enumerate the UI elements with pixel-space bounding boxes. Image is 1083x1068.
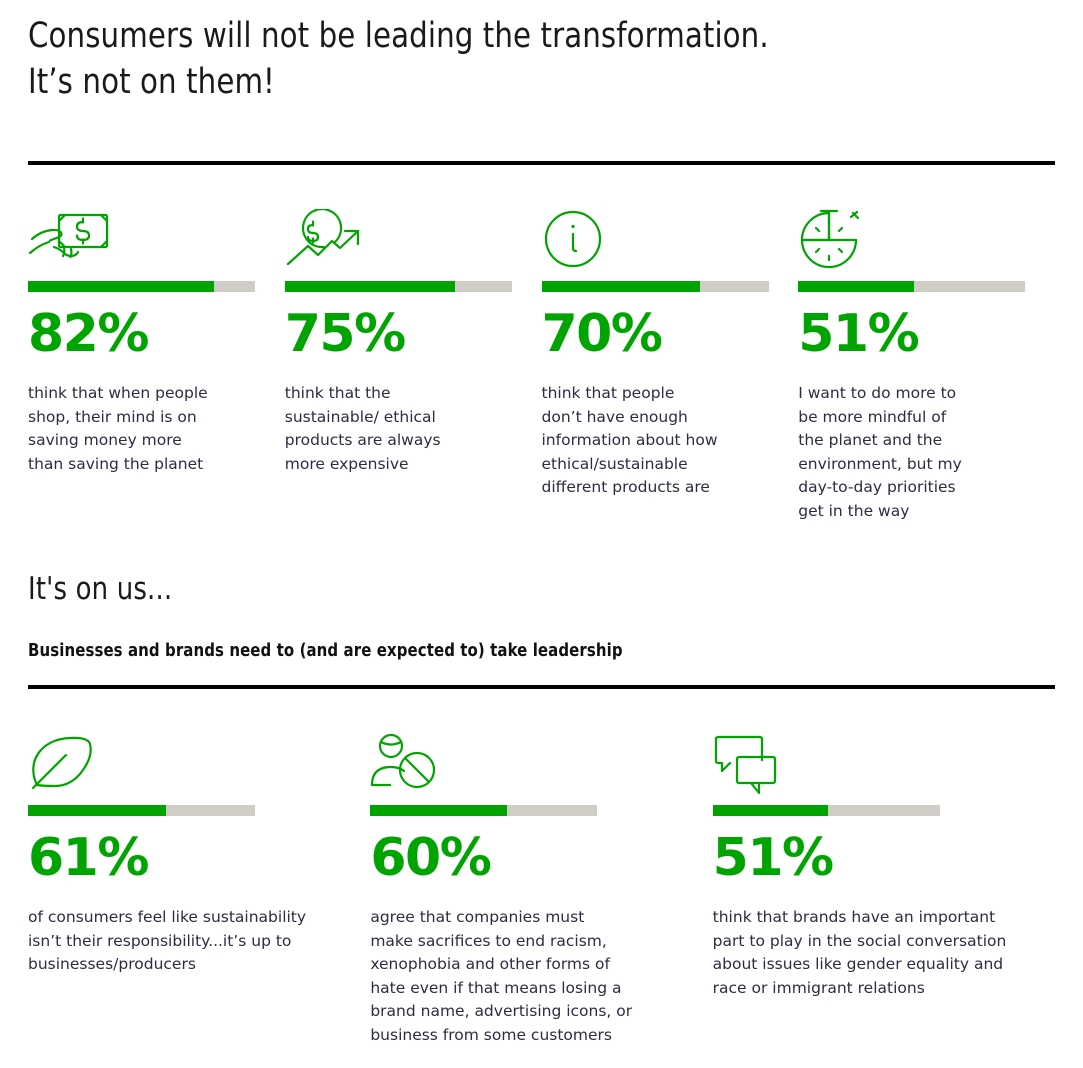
stat-card: 82% think that when people shop, their m… [28, 199, 285, 476]
divider-top [28, 161, 1055, 165]
progress-bar-fill [370, 805, 507, 817]
stat-value: 51% [712, 828, 834, 889]
stat-card: 75% think that the sustainable/ ethical … [284, 199, 542, 476]
progress-bar-track [28, 281, 255, 292]
dollar-rising-arrow-icon [285, 199, 520, 271]
info-circle-icon [542, 199, 777, 271]
stat-value: 82% [28, 304, 149, 364]
stat-card: 51% I want to do more to be more mindful… [798, 199, 1055, 523]
stat-caption: think that the sustainable/ ethical prod… [284, 384, 441, 473]
stat-value: 51% [798, 304, 919, 364]
stat-card: 60% agree that companies must make sacri… [370, 723, 712, 1047]
stopwatch-icon [798, 199, 1033, 271]
stat-caption: of consumers feel like sustainability is… [28, 908, 307, 974]
progress-bar-fill [28, 805, 167, 817]
progress-bar-track [284, 281, 512, 292]
section-title: It's on us... [28, 571, 173, 608]
stat-card: 61% of consumers feel like sustainabilit… [28, 723, 370, 977]
hand-holding-money-icon [28, 199, 263, 271]
progress-bar-track [712, 805, 940, 817]
leaf-icon [28, 723, 342, 795]
progress-bar-fill [798, 281, 915, 292]
stat-card: 70% think that people don’t have enough … [541, 199, 799, 500]
stat-value: 61% [28, 828, 149, 889]
progress-bar-fill [541, 281, 701, 292]
progress-bar-track [541, 281, 769, 292]
stat-row-businesses: 61% of consumers feel like sustainabilit… [28, 723, 1055, 1047]
progress-bar-fill [712, 805, 829, 817]
progress-bar-track [370, 805, 598, 817]
divider-bottom [28, 685, 1055, 690]
stat-caption: think that brands have an important part… [712, 908, 1007, 997]
stat-caption: think that people don’t have enough info… [541, 384, 718, 497]
stat-card: 51% think that brands have an important … [712, 723, 1055, 1000]
stat-value: 70% [541, 304, 663, 364]
section-subtitle: Businesses and brands need to (and are e… [28, 641, 623, 662]
stat-caption: think that when people shop, their mind … [28, 384, 208, 473]
stat-value: 75% [284, 304, 406, 364]
progress-bar-track [28, 805, 255, 817]
progress-bar-fill [28, 281, 215, 292]
progress-bar-track [798, 281, 1026, 292]
stat-caption: I want to do more to be more mindful of … [798, 384, 962, 520]
stat-row-consumers: 82% think that when people shop, their m… [28, 199, 1055, 523]
page-title: Consumers will not be leading the transf… [28, 16, 769, 102]
stat-value: 60% [370, 828, 491, 889]
stat-caption: agree that companies must make sacrifice… [370, 908, 633, 1045]
speech-bubbles-icon [713, 723, 1027, 795]
person-prohibited-icon [370, 723, 684, 795]
progress-bar-fill [284, 281, 455, 292]
